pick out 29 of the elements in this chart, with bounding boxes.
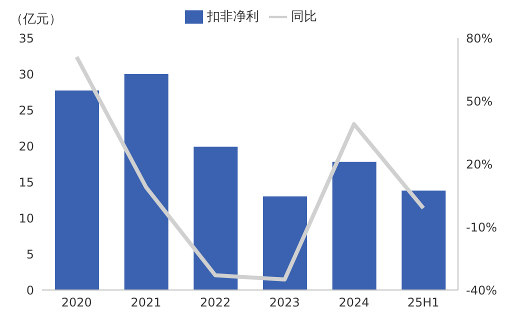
y2-tick-label: 50%	[466, 94, 493, 108]
y2-tick-label: 20%	[466, 157, 493, 172]
x-tick-label: 2020	[61, 296, 92, 310]
y-axis-title: （亿元）	[10, 11, 62, 28]
legend-label: 扣非净利	[207, 10, 259, 25]
bar	[124, 74, 168, 290]
legend-label: 同比	[291, 10, 317, 25]
x-tick-label: 2021	[130, 296, 162, 310]
y-tick-label: 30	[18, 67, 34, 82]
y-tick-label: 25	[18, 103, 34, 118]
x-tick-label: 2024	[338, 296, 370, 310]
y-tick-label: 20	[18, 139, 34, 154]
bar	[332, 162, 376, 290]
bar	[402, 190, 446, 290]
bar	[194, 146, 238, 290]
y-tick-label: 5	[26, 247, 34, 262]
y-tick-label: 10	[18, 211, 34, 226]
x-tick-label: 2023	[269, 296, 300, 310]
y-tick-label: 15	[18, 175, 34, 190]
y2-tick-label: -10%	[466, 220, 498, 234]
bar	[263, 196, 307, 290]
y2-tick-label: -40%	[466, 283, 498, 298]
x-tick-label: 25H1	[407, 296, 440, 310]
line-series	[74, 54, 426, 282]
x-tick-label: 2022	[200, 296, 231, 310]
y-tick-label: 35	[18, 31, 34, 46]
y2-tick-label: 80%	[466, 31, 493, 46]
y-tick-label: 0	[26, 283, 34, 298]
bar	[55, 90, 99, 290]
